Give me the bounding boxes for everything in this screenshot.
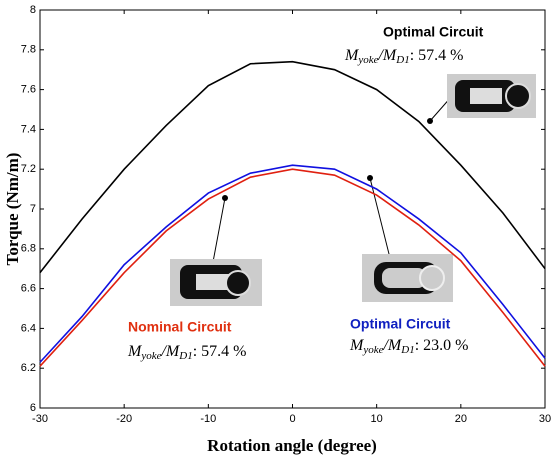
plot-frame — [40, 10, 545, 408]
y-tick-label: 6.2 — [21, 362, 36, 374]
annotation-title: Nominal Circuit — [128, 319, 232, 335]
x-tick-label: -20 — [116, 413, 132, 425]
x-axis-label: Rotation angle (degree) — [207, 436, 377, 455]
y-tick-label: 6.4 — [21, 322, 36, 334]
y-axis-label: Torque (Nm/m) — [3, 153, 22, 266]
y-tick-label: 7.4 — [21, 123, 36, 135]
formula-part: yoke — [357, 54, 378, 66]
formula-part: D1 — [395, 54, 409, 66]
x-tick-label: 30 — [539, 413, 551, 425]
formula-part: yoke — [362, 344, 383, 356]
y-tick-label: 6.6 — [21, 283, 36, 295]
formula-part: : 57.4 % — [193, 343, 247, 360]
y-tick-label: 8 — [30, 4, 36, 16]
annotation-formula: Myoke/MD1: 57.4 % — [344, 47, 464, 66]
x-tick-label: -10 — [200, 413, 216, 425]
series-line — [40, 165, 545, 362]
annotation-title: Optimal Circuit — [350, 316, 451, 332]
y-tick-label: 7 — [30, 203, 36, 215]
series-line — [40, 169, 545, 366]
formula-part: /M — [160, 343, 180, 360]
y-tick-label: 7.8 — [21, 44, 36, 56]
formula-part: /M — [382, 337, 402, 354]
chart: Rotation angle (degree) Torque (Nm/m) 66… — [0, 0, 551, 463]
annotation-title: Optimal Circuit — [383, 24, 484, 40]
x-tick-label: -30 — [32, 413, 48, 425]
y-tick-label: 7.6 — [21, 84, 36, 96]
formula-part: : 23.0 % — [415, 337, 469, 354]
x-tick-label: 10 — [371, 413, 383, 425]
x-tick-label: 0 — [289, 413, 295, 425]
formula-part: D1 — [178, 350, 192, 362]
formula-part: D1 — [400, 344, 414, 356]
y-tick-label: 7.2 — [21, 163, 36, 175]
annotation-formula: Myoke/MD1: 57.4 % — [127, 343, 247, 362]
formula-part: /M — [377, 47, 397, 64]
y-tick-label: 6.8 — [21, 243, 36, 255]
x-tick-label: 20 — [455, 413, 467, 425]
formula-part: : 57.4 % — [410, 47, 464, 64]
formula-part: yoke — [140, 350, 161, 362]
annotation-formula: Myoke/MD1: 23.0 % — [349, 337, 469, 356]
